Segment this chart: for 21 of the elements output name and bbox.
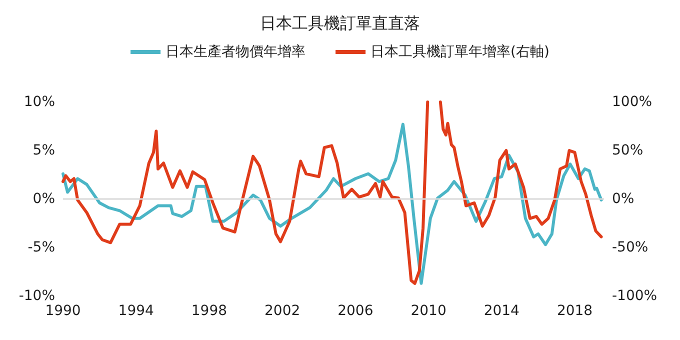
y2-tick-label: -50% xyxy=(612,240,648,256)
y-tick-label: 10% xyxy=(24,94,55,110)
x-tick-label: 2018 xyxy=(556,303,593,319)
legend-label: 日本工具機訂單年增率(右軸) xyxy=(370,44,550,60)
y2-tick-label: 50% xyxy=(612,142,644,158)
y-tick-label: 0% xyxy=(32,191,55,207)
x-tick-label: 1990 xyxy=(45,303,81,319)
chart-title: 日本工具機訂單直直落 xyxy=(260,14,420,32)
x-tick-label: 2002 xyxy=(264,303,300,319)
y2-tick-label: -100% xyxy=(612,288,658,304)
x-tick-label: 2010 xyxy=(410,303,446,319)
x-tick-label: 1994 xyxy=(118,303,154,319)
y-tick-label: -5% xyxy=(28,240,55,256)
legend-label: 日本生產者物價年增率 xyxy=(166,44,306,60)
y-tick-label: 5% xyxy=(32,142,55,158)
x-tick-label: 1998 xyxy=(191,303,228,319)
y2-tick-label: 0% xyxy=(612,191,634,207)
y2-tick-label: 100% xyxy=(612,94,652,110)
x-tick-label: 2014 xyxy=(484,303,520,319)
x-tick-label: 2006 xyxy=(338,303,374,319)
y-tick-label: -10% xyxy=(18,288,55,304)
